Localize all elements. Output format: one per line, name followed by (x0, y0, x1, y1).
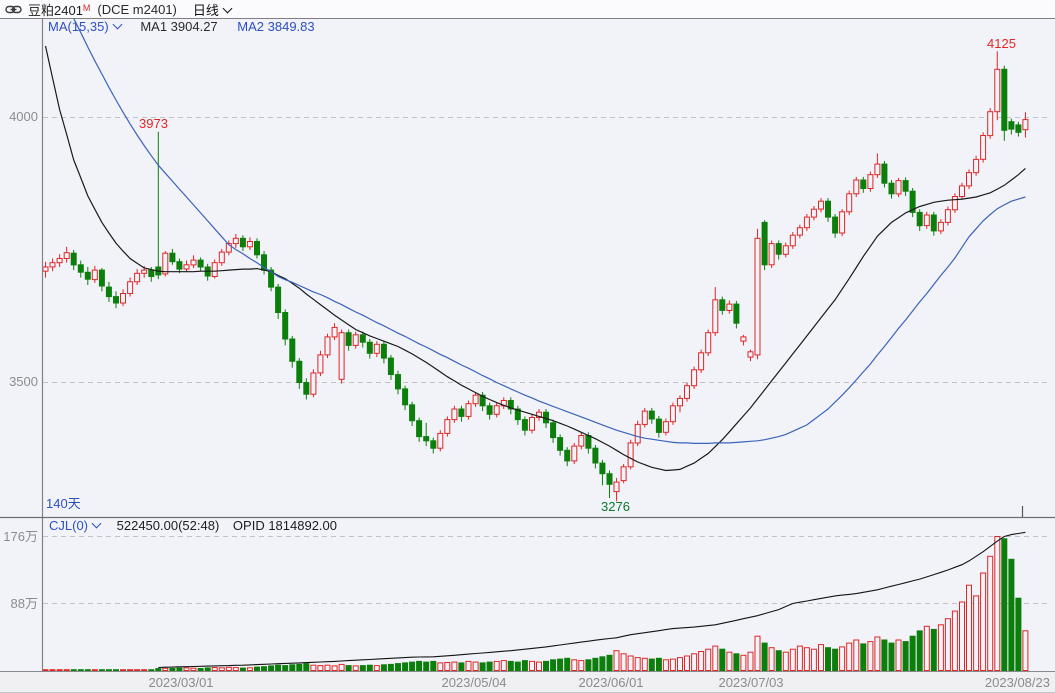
price-tick-3500: 3500 (9, 374, 38, 389)
ma-legend: MA(15,35) MA1 3904.27 MA2 3849.83 (48, 20, 315, 34)
date-label: 2023/05/04 (441, 675, 507, 690)
volume-tick-176: 176万 (3, 529, 38, 544)
date-label: 2023/07/03 (718, 675, 784, 690)
date-label: 2023/03/01 (148, 675, 214, 690)
spike-high-marker: 3973 (139, 116, 168, 131)
cjl-legend: CJL(0) 522450.00(52:48) OPID 1814892.00 (49, 519, 337, 533)
date-label: 2023/06/01 (578, 675, 644, 690)
chevron-down-icon (222, 3, 233, 13)
link-icon[interactable] (5, 4, 22, 15)
opid-value: OPID 1814892.00 (232, 518, 337, 533)
low-marker: 3276 (601, 499, 630, 514)
instrument-title: 豆粕2401M (28, 2, 91, 18)
ma2-line (73, 18, 1026, 444)
ma1-line (44, 45, 1026, 472)
chevron-down-icon (91, 518, 102, 529)
cjl-indicator-dropdown[interactable]: CJL(0) (49, 518, 102, 533)
recent-high-marker: 4125 (987, 36, 1016, 51)
period-selector[interactable]: 日线 (193, 0, 233, 19)
volume-tick-88: 88万 (10, 596, 38, 611)
chevron-down-icon (112, 19, 123, 30)
window-days-label: 140天 (46, 496, 81, 511)
ma2-value: MA2 3849.83 (237, 19, 315, 34)
date-label: 2023/08/23 (984, 675, 1050, 690)
candlestick-series (42, 51, 1029, 502)
title-bar: 豆粕2401M (DCE m2401) 日线 (0, 0, 1055, 19)
ma-indicator-dropdown[interactable]: MA(15,35) (48, 19, 123, 34)
price-tick-4000: 4000 (9, 109, 38, 124)
cjl-value: 522450.00(52:48) (116, 518, 220, 533)
date-axis: 2023/03/01 2023/05/04 2023/06/01 2023/07… (0, 671, 1055, 693)
open-interest-line (158, 531, 1026, 669)
ma1-value: MA1 3904.27 (140, 19, 218, 34)
volume-series (42, 536, 1029, 672)
main-contract-flag: M (82, 2, 91, 13)
instrument-code: (DCE m2401) (97, 1, 177, 17)
